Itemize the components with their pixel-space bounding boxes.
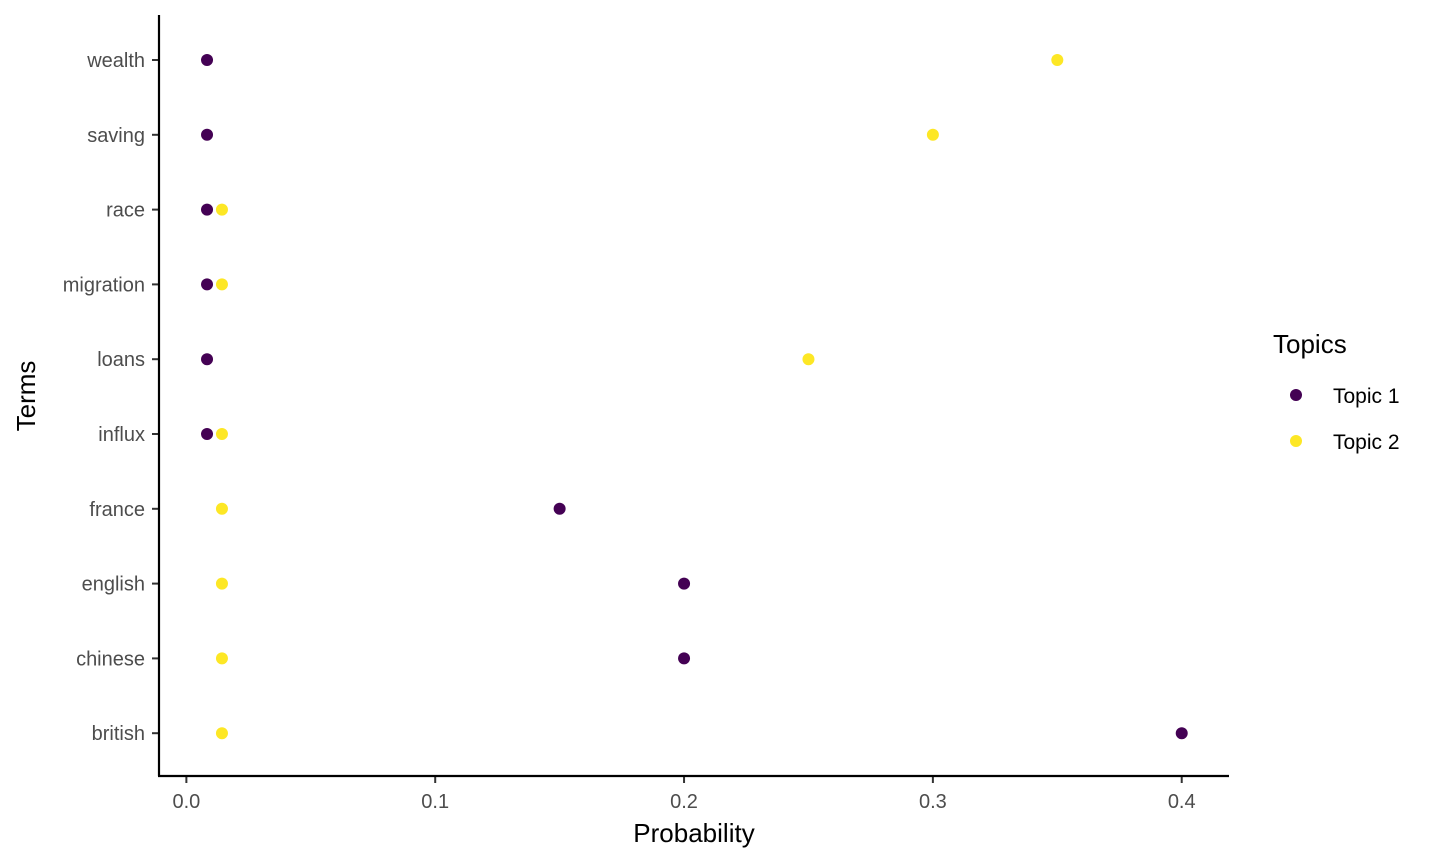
y-axis-title: Terms	[11, 361, 41, 432]
x-ticks	[185, 776, 1183, 783]
point-topic-2	[215, 577, 228, 590]
y-ticks	[152, 59, 159, 735]
x-tick-labels: 0.0 0.1 0.2 0.3 0.4	[172, 791, 1195, 813]
y-tick-label: race	[106, 200, 145, 222]
point-topic-1	[1175, 727, 1188, 740]
point-topic-2	[1051, 54, 1064, 66]
point-topic-2	[215, 727, 228, 740]
point-topic-2	[215, 278, 228, 291]
x-tick-label: 0.2	[670, 791, 698, 813]
point-topic-1	[201, 203, 214, 216]
y-tick-label: france	[89, 499, 145, 521]
legend-label: Topic 2	[1333, 431, 1400, 454]
x-axis-title: Probability	[633, 818, 754, 848]
points	[201, 54, 1188, 740]
point-topic-2	[215, 652, 228, 665]
y-tick-label: migration	[63, 274, 145, 296]
point-topic-1	[201, 128, 214, 141]
point-topic-1	[201, 428, 214, 440]
legend-label: Topic 1	[1333, 385, 1400, 408]
legend-key	[1290, 389, 1302, 401]
point-topic-2	[802, 353, 815, 366]
point-topic-1	[678, 577, 691, 590]
y-tick-label: chinese	[76, 648, 145, 670]
point-topic-1	[201, 278, 214, 291]
y-tick-labels: wealth saving race migration loans influx fran…	[63, 50, 145, 745]
x-tick-label: 0.4	[1168, 791, 1196, 813]
legend: Topics Topic 1 Topic 2	[1273, 329, 1400, 454]
point-topic-1	[201, 54, 214, 66]
y-tick-label: english	[82, 574, 145, 596]
y-tick-label: saving	[87, 125, 145, 147]
legend-title: Topics	[1273, 329, 1347, 359]
point-topic-2	[215, 428, 228, 440]
y-tick-label: influx	[98, 424, 145, 446]
y-tick-label: loans	[97, 349, 145, 371]
x-tick-label: 0.1	[421, 791, 449, 813]
y-tick-label: british	[92, 723, 145, 745]
legend-key	[1290, 435, 1302, 447]
point-topic-1	[201, 353, 214, 366]
point-topic-2	[215, 502, 228, 515]
y-tick-label: wealth	[86, 50, 145, 72]
point-topic-2	[926, 128, 939, 141]
point-topic-1	[678, 652, 691, 665]
point-topic-2	[215, 203, 228, 216]
x-tick-label: 0.3	[919, 791, 947, 813]
point-topic-1	[553, 502, 566, 515]
x-tick-label: 0.0	[172, 791, 200, 813]
